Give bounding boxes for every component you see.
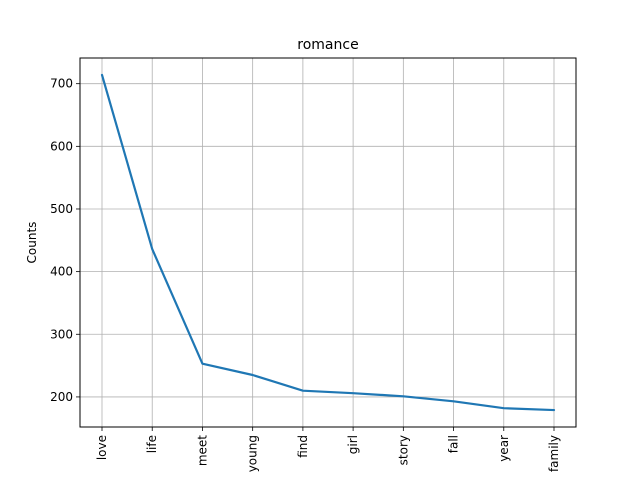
x-tick-label: young — [246, 435, 260, 472]
x-tick-label: find — [296, 435, 310, 458]
x-tick-label: meet — [195, 435, 209, 466]
y-tick-label: 200 — [50, 390, 73, 404]
grid — [80, 58, 576, 427]
x-tick-label: love — [95, 435, 109, 460]
series-layer — [100, 73, 556, 412]
y-axis-label: Counts — [25, 222, 39, 264]
x-tick-labels: love life meet young find girl story fall year fa… — [95, 435, 561, 473]
tick-marks — [76, 83, 555, 431]
x-tick-label: fall — [447, 435, 461, 453]
y-tick-label: 400 — [50, 265, 73, 279]
x-tick-label: family — [547, 435, 561, 472]
y-tick-label: 300 — [50, 327, 73, 341]
y-tick-label: 600 — [50, 139, 73, 153]
chart-title: romance — [297, 37, 358, 53]
y-tick-label: 700 — [50, 77, 73, 91]
x-tick-label: story — [396, 435, 410, 465]
y-tick-label: 500 — [50, 202, 73, 216]
plot-frame — [79, 57, 577, 428]
y-tick-labels: 200 300 400 500 600 700 — [50, 77, 73, 404]
x-tick-label: life — [145, 435, 159, 453]
x-tick-label: year — [497, 435, 511, 462]
series-line — [100, 73, 556, 412]
x-tick-label: girl — [346, 435, 360, 454]
